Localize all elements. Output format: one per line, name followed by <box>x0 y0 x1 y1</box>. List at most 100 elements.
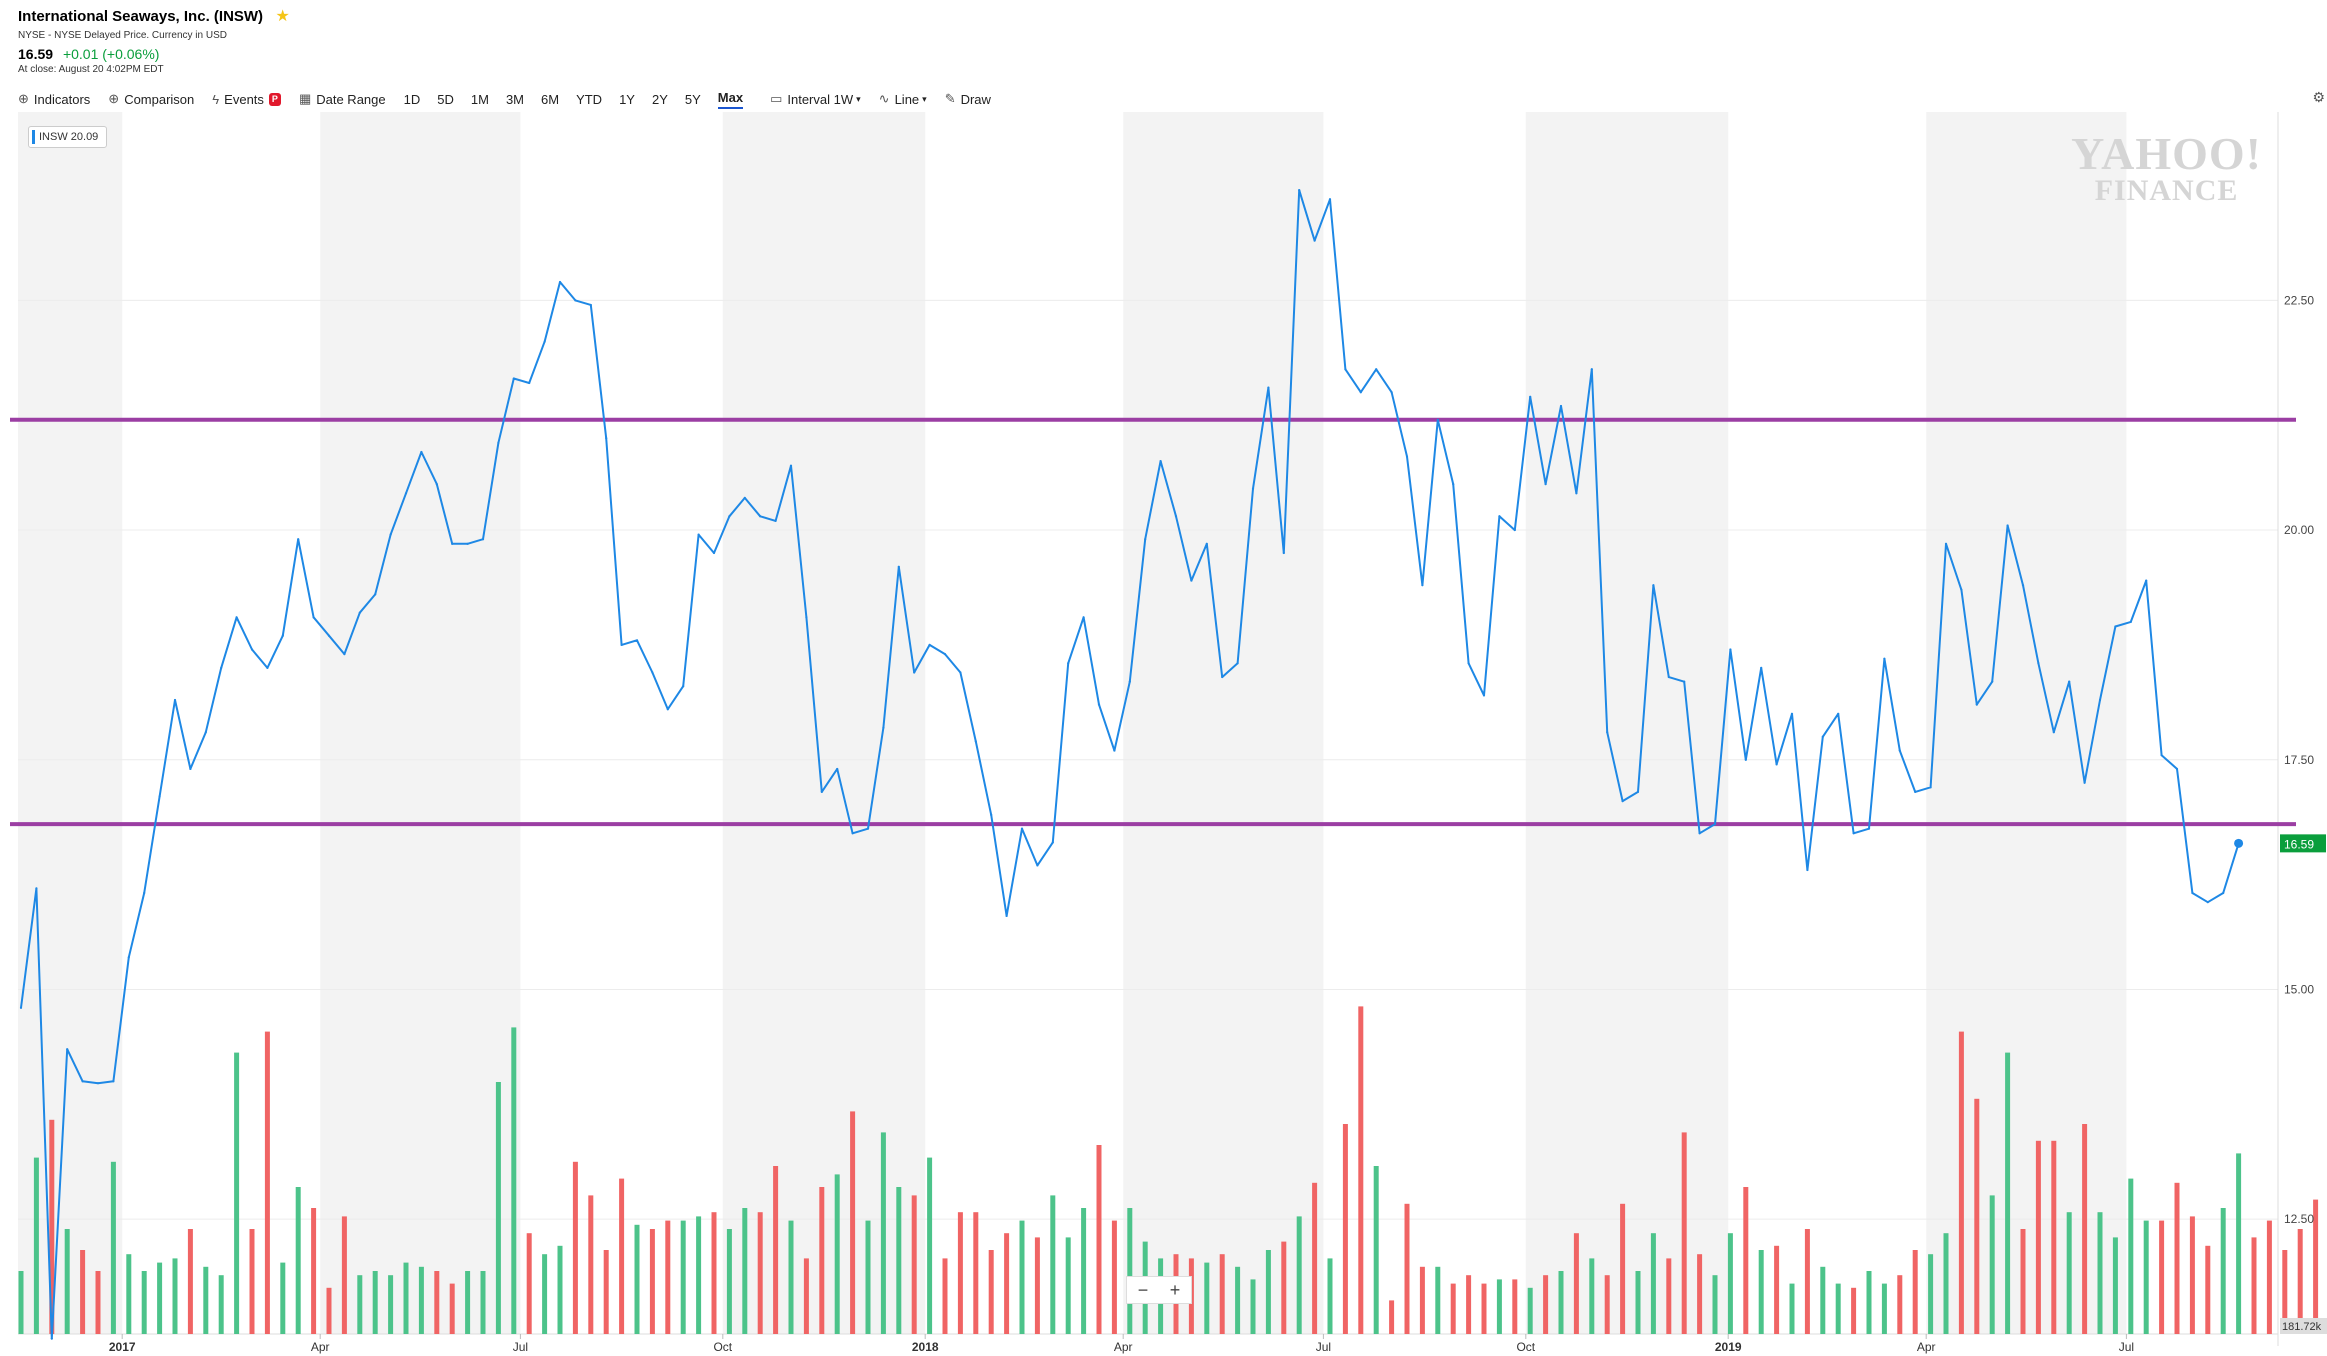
price-point <box>1898 749 1901 752</box>
price-point <box>2083 781 2086 784</box>
line-chart-icon: ∿ <box>878 91 890 106</box>
price-chart[interactable]: 22.50 20.00 17.50 15.00 12.50 16.59 181.72k 201… <box>0 112 2327 1356</box>
close-time: At close: August 20 4:02PM EDT <box>18 64 164 75</box>
last-price-label: 16.59 <box>2284 837 2314 851</box>
price-point <box>1020 827 1024 830</box>
price-point <box>35 887 38 890</box>
indicators-button[interactable]: ⊕ Indicators <box>18 91 90 107</box>
price-point <box>435 483 438 486</box>
range-3m[interactable]: 3M <box>505 91 524 107</box>
range-6m[interactable]: 6M <box>541 91 560 107</box>
lightning-icon: ϟ <box>212 91 220 107</box>
volume-bar <box>1358 1006 1364 1334</box>
y-tick-label: 15.00 <box>2284 982 2314 996</box>
price-point <box>759 515 762 518</box>
volume-bar <box>1111 1220 1117 1334</box>
price-point <box>1452 483 1455 486</box>
chart-type-dropdown[interactable]: ∿ Line ▾ <box>879 91 927 107</box>
volume-label: 181.72k <box>2282 1321 2322 1333</box>
price-point <box>1744 758 1747 761</box>
zoom-in-button[interactable]: + <box>1169 1279 1181 1300</box>
gear-icon[interactable]: ⚙ <box>2312 89 2325 105</box>
calendar-icon: ▦ <box>298 91 312 106</box>
exchange-note: NYSE - NYSE Delayed Price. Currency in U… <box>18 30 227 41</box>
volume-bar <box>172 1258 178 1334</box>
chart-type-label: Line <box>894 91 920 107</box>
price-point <box>743 496 746 499</box>
price-point <box>1267 386 1270 389</box>
quarter-band <box>1525 112 1729 1334</box>
price-point <box>451 542 454 545</box>
volume-bar <box>1204 1262 1210 1334</box>
volume-bar <box>1389 1300 1395 1334</box>
volume-bar <box>249 1229 255 1334</box>
volume-bar <box>465 1271 471 1334</box>
zoom-out-button[interactable]: − <box>1137 1279 1149 1300</box>
volume-bar <box>434 1271 440 1334</box>
volume-bar <box>1604 1275 1610 1334</box>
volume-bar <box>1712 1275 1718 1334</box>
draw-button[interactable]: ✎ Draw <box>945 91 991 107</box>
price-point <box>1128 680 1131 683</box>
range-max[interactable]: Max <box>717 90 744 109</box>
chart-legend[interactable]: INSW 20.09 <box>28 126 108 148</box>
price-point <box>1251 487 1255 490</box>
volume-bar <box>95 1271 101 1334</box>
interval-dropdown[interactable]: ▭ Interval 1W ▾ <box>770 91 861 107</box>
price-point <box>1729 648 1732 651</box>
events-button[interactable]: ϟ Events P <box>212 92 281 107</box>
plus-circle-icon: ⊕ <box>108 91 120 106</box>
volume-bar <box>372 1271 378 1334</box>
volume-bar <box>1466 1275 1472 1334</box>
price-point <box>1852 832 1855 835</box>
volume-bar <box>850 1111 856 1334</box>
volume-bar <box>726 1229 732 1334</box>
volume-bar <box>264 1031 270 1334</box>
x-tick-label: Jul <box>513 1340 528 1354</box>
volume-bar <box>187 1229 193 1334</box>
volume-bar <box>110 1161 116 1334</box>
price-point <box>1436 418 1439 421</box>
price-point <box>1867 827 1871 830</box>
volume-bar <box>1974 1098 1980 1334</box>
volume-bar <box>649 1229 655 1334</box>
volume-bar <box>357 1275 363 1334</box>
price-point <box>66 1048 69 1051</box>
price-point <box>1375 368 1378 371</box>
volume-bar <box>1943 1233 1949 1334</box>
range-1d[interactable]: 1D <box>403 91 421 107</box>
volume-bar <box>1281 1241 1287 1334</box>
range-1m[interactable]: 1M <box>470 91 489 107</box>
interval-icon: ▭ <box>770 91 783 106</box>
range-5y[interactable]: 5Y <box>684 91 701 107</box>
price-point <box>1960 588 1963 591</box>
star-icon[interactable]: ★ <box>275 8 290 25</box>
last-price-dot <box>2234 838 2244 848</box>
price-point <box>481 538 485 541</box>
price-point <box>1221 675 1224 679</box>
range-1y[interactable]: 1Y <box>619 91 635 107</box>
x-tick-label: Apr <box>1114 1340 1133 1354</box>
volume-bar <box>557 1245 563 1334</box>
price-point <box>1190 579 1193 582</box>
price-point <box>2129 620 2132 624</box>
volume-bar <box>2282 1250 2288 1334</box>
range-5d[interactable]: 5D <box>437 91 454 107</box>
volume-bar <box>2297 1229 2303 1334</box>
y-tick-label: 22.50 <box>2284 293 2314 307</box>
price-point <box>589 303 592 307</box>
price-point <box>2222 891 2225 895</box>
date-range-button[interactable]: ▦ Date Range <box>299 91 386 107</box>
events-label: Events <box>224 91 264 107</box>
quarter-band <box>1123 112 1324 1334</box>
price-line: 16.59 +0.01 (+0.06%) <box>18 46 290 62</box>
range-2y[interactable]: 2Y <box>651 91 668 107</box>
current-price: 16.59 <box>18 46 54 62</box>
comparison-button[interactable]: ⊕ Comparison <box>108 91 194 107</box>
volume-bar <box>1820 1266 1826 1334</box>
range-ytd[interactable]: YTD <box>576 91 603 107</box>
volume-bar <box>542 1254 548 1334</box>
volume-bar <box>234 1052 240 1334</box>
price-point <box>990 813 993 816</box>
price-point <box>235 616 238 619</box>
